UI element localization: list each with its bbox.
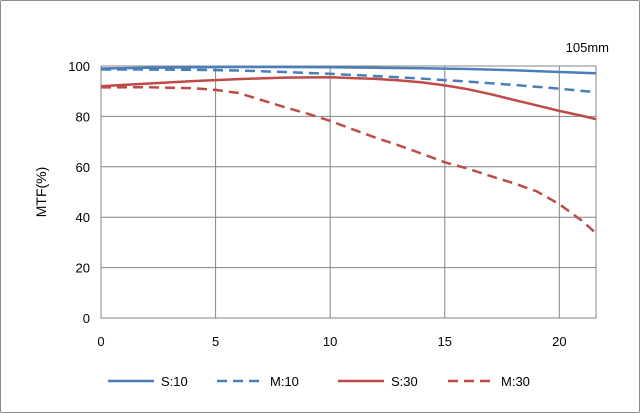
- series-line-4: [100, 85, 597, 235]
- legend-label-3: S:30: [391, 374, 418, 389]
- y-axis-title: MTF(%): [33, 167, 49, 218]
- series-line-3: [100, 76, 597, 121]
- grid: [100, 65, 597, 319]
- series-line-2: [101, 68, 597, 94]
- x-tick-label: 0: [97, 334, 104, 349]
- x-tick-label: 10: [323, 334, 337, 349]
- x-tick-label: 20: [552, 334, 566, 349]
- tick-labels: 0 20 40 60 80 100 0 5 10 15 20: [68, 59, 566, 349]
- series-lines: [100, 65, 597, 235]
- x-tick-label: 15: [438, 334, 452, 349]
- x-tick-label: 5: [212, 334, 219, 349]
- y-tick-label: 100: [68, 59, 90, 74]
- legend: S:10 M:10 S:30 M:30: [108, 374, 530, 389]
- series-line-1: [100, 65, 597, 75]
- plot-area-border: [100, 65, 597, 319]
- y-tick-label: 40: [76, 210, 90, 225]
- y-tick-label: 0: [83, 311, 90, 326]
- y-tick-label: 60: [76, 160, 90, 175]
- legend-label-2: M:10: [270, 374, 299, 389]
- focal-length-annotation: 105mm: [566, 40, 609, 55]
- legend-label-1: S:10: [161, 374, 188, 389]
- legend-label-4: M:30: [501, 374, 530, 389]
- y-tick-label: 20: [76, 261, 90, 276]
- y-tick-label: 80: [76, 109, 90, 124]
